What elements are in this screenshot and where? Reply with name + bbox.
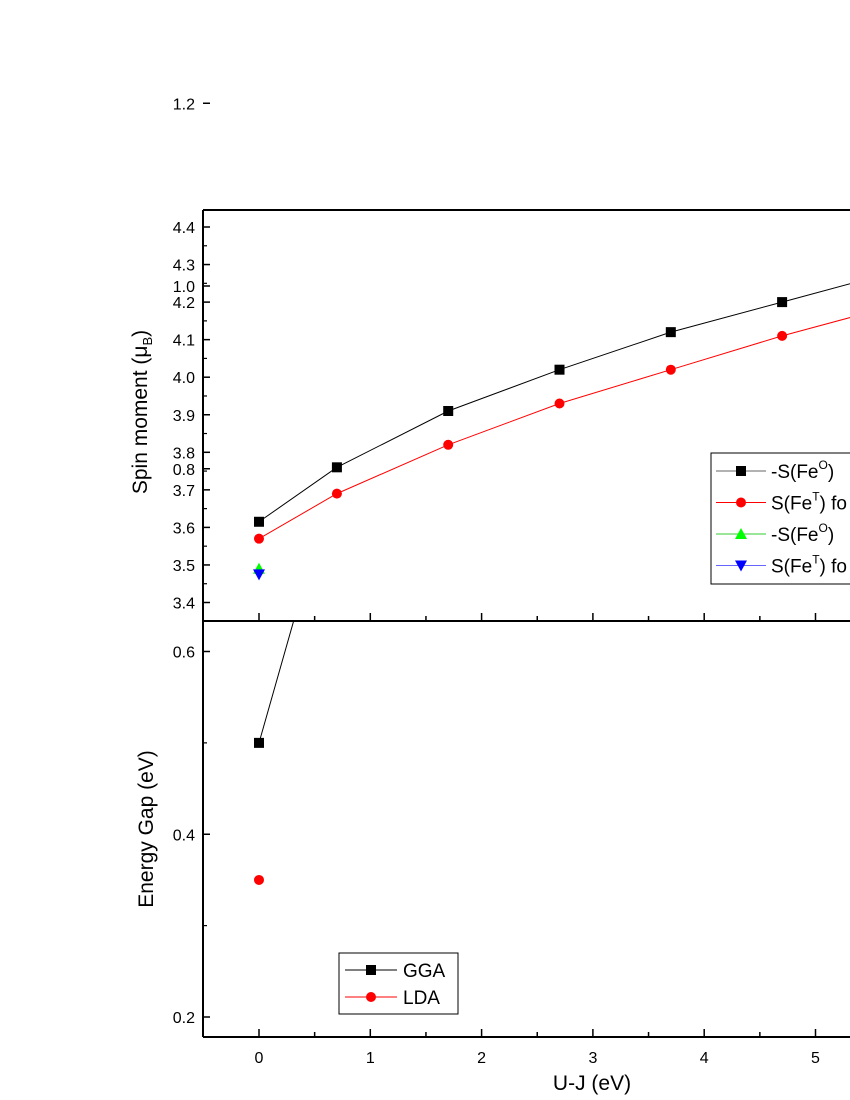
spin-moment-y-tick-label: 3.6 (173, 520, 195, 537)
spin-moment-data-point (331, 488, 342, 499)
energy-gap-data-point (443, 190, 453, 200)
spin-moment-y-axis-title-subscript: B (140, 337, 155, 346)
spin-moment-y-tick-label: 3.7 (173, 483, 195, 500)
x-tick-label: 0 (255, 1050, 264, 1067)
x-tick-label: 3 (588, 1050, 597, 1067)
energy-gap-legend-marker (366, 992, 376, 1002)
x-axis-title: U-J (eV) (553, 1072, 631, 1095)
energy-gap-data-point (254, 737, 264, 748)
spin-moment-legend-marker (735, 528, 747, 539)
energy-gap-y-axis-title: Energy Gap (eV) (135, 750, 158, 908)
spin-moment-legend-marker (735, 560, 747, 572)
spin-moment-y-tick-label: 4.1 (173, 333, 195, 350)
spin-moment-y-axis-title: Spin moment (μB) (129, 330, 155, 494)
energy-gap-x-ticks: 0 1 2 3 4 5 (255, 1029, 820, 1067)
energy-gap-legend-marker (366, 965, 376, 975)
spin-moment-legend-label: -S(FeO) (771, 458, 834, 483)
spin-moment-y-tick-label: 3.8 (173, 445, 195, 462)
energy-gap-data-point (254, 874, 264, 885)
energy-gap-legend-label: GGA (403, 961, 446, 982)
energy-gap-y-tick-label: 1.0 (173, 279, 195, 296)
spin-moment-legend-marker (736, 497, 746, 508)
spin-moment-data-point (254, 533, 264, 544)
spin-moment-y-axis-title-main: Spin moment (μ (129, 346, 152, 495)
spin-moment-y-ticks: 3.4 3.5 3.6 3.7 3.8 3.9 4.0 4.1 4.2 4.3 4.4 (173, 220, 210, 613)
spin-moment-series (253, 283, 850, 581)
spin-moment-legend-label: S(FeT) fo (771, 553, 847, 578)
x-tick-label: 4 (700, 1050, 709, 1067)
x-tick-label: 5 (811, 1050, 820, 1067)
energy-gap-panel: 0.20.40.60.81.01.21.41.61.82.02.2 012345… (135, 96, 850, 1095)
spin-moment-legend-marker (736, 466, 746, 476)
spin-moment-data-point (554, 364, 565, 375)
spin-moment-legend: -S(FeO) S(FeT) fo -S(FeO) S(FeT) fo (710, 452, 850, 585)
x-tick-label: 2 (477, 1050, 486, 1067)
spin-moment-data-point (777, 330, 788, 341)
spin-moment-data-point (554, 398, 565, 409)
spin-moment-x-ticks (258, 613, 817, 621)
spin-moment-data-point (254, 516, 264, 527)
spin-moment-data-point (665, 327, 676, 338)
energy-gap-series (254, 190, 453, 885)
energy-gap-legend: GGA LDA (338, 952, 459, 1015)
spin-moment-panel: 3.4 3.5 3.6 3.7 3.8 3.9 4.0 4.1 4.2 4.3 4.4 Spin m… (129, 209, 850, 621)
spin-moment-data-point (443, 405, 454, 416)
spin-moment-legend-box (710, 452, 850, 585)
spin-moment-y-tick-label: 3.9 (173, 408, 195, 425)
x-tick-label: 1 (366, 1050, 375, 1067)
spin-moment-y-tick-label: 3.5 (173, 558, 195, 575)
energy-gap-legend-label: LDA (403, 988, 440, 1009)
spin-moment-legend-label: -S(FeO) (771, 521, 834, 546)
energy-gap-y-tick-label: 0.4 (173, 827, 195, 844)
spin-moment-legend-label: S(FeT) fo (771, 490, 847, 515)
spin-moment-y-axis-title-close: ) (129, 330, 152, 337)
energy-gap-y-tick-label: 0.8 (173, 462, 195, 479)
energy-gap-legend-box (338, 952, 459, 1015)
spin-moment-data-point (253, 569, 265, 581)
energy-gap-y-tick-label: 0.2 (173, 1010, 195, 1027)
energy-gap-y-tick-label: 1.2 (173, 96, 195, 113)
spin-moment-y-tick-label: 4.3 (173, 258, 195, 275)
spin-moment-data-point (665, 364, 676, 375)
energy-gap-y-ticks: 0.20.40.60.81.01.21.41.61.82.02.2 (173, 96, 210, 1027)
spin-moment-y-tick-label: 4.2 (173, 295, 195, 312)
spin-moment-data-point (777, 297, 788, 308)
spin-moment-data-point (331, 462, 342, 473)
spin-moment-y-tick-label: 3.4 (173, 596, 195, 613)
spin-moment-y-tick-label: 4.4 (173, 220, 195, 237)
spin-moment-data-point (443, 439, 454, 450)
spin-moment-y-tick-label: 4.0 (173, 370, 195, 387)
energy-gap-y-tick-label: 0.6 (173, 645, 195, 662)
